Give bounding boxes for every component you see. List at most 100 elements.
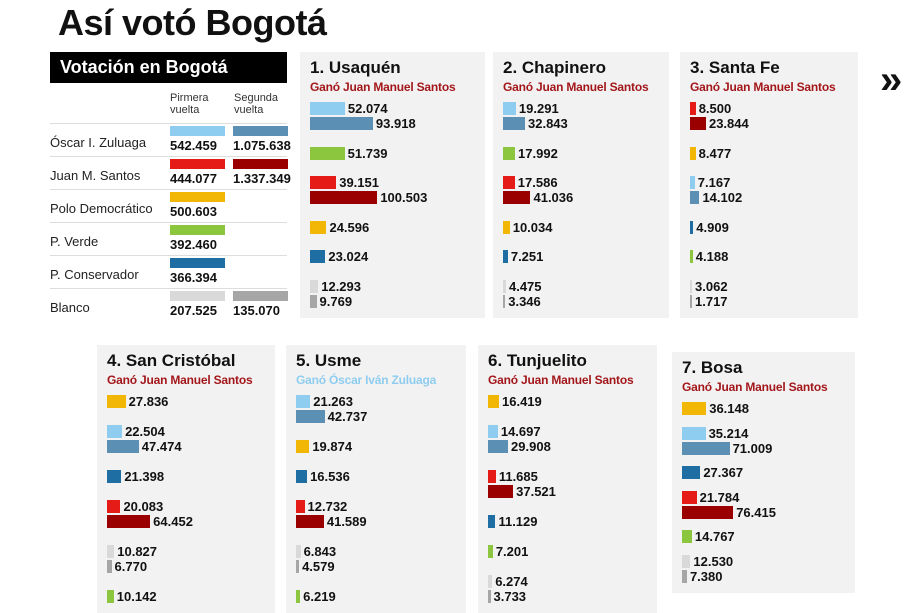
bar-zuluaga-first-round: [296, 395, 311, 408]
winner-label: Ganó Juan Manuel Santos: [107, 373, 253, 387]
bar-row: 37.521: [488, 485, 651, 498]
district-title: 2. Chapinero: [503, 58, 606, 77]
bar-value-label: 12.732: [307, 499, 348, 514]
first-round-color-bar: [170, 159, 225, 169]
bar-blanco-second-round: [503, 294, 506, 308]
bar-blanco-first-round: [682, 554, 691, 568]
party-group-blanco: 10.827 6.770: [107, 545, 269, 573]
bar-row: 27.836: [107, 395, 269, 408]
district-title: 4. San Cristóbal: [107, 351, 236, 370]
bar-row: 52.074: [310, 102, 479, 115]
bar-value-label: 10.827: [117, 544, 158, 559]
bogota-summary-table: Votación en Bogotá Pirmera vuelta Segund…: [50, 52, 291, 321]
bar-zuluaga-first-round: [503, 102, 516, 115]
bar-blanco-second-round: [488, 590, 491, 603]
bar-row: 21.784: [682, 489, 849, 505]
party-group-blanco: 6.843 4.579: [296, 545, 460, 573]
bar-row: 27.367: [682, 466, 849, 480]
bar-value-label: 1.717: [695, 293, 728, 309]
bar-polo-first-round: [503, 220, 510, 234]
bar-row: 17.586: [503, 176, 663, 190]
bar-row: 11.129: [488, 515, 651, 528]
bar-value-label: 9.769: [319, 293, 353, 309]
bar-value-label: 41.036: [533, 190, 574, 206]
first-round-color-bar: [170, 225, 225, 235]
bar-value-label: 35.214: [708, 425, 749, 441]
second-round-color-bar: [233, 126, 288, 136]
bar-value-label: 10.034: [512, 219, 553, 235]
bar-value-label: 19.291: [518, 101, 559, 116]
bar-value-label: 4.475: [508, 278, 542, 294]
bar-value-label: 12.530: [693, 553, 734, 569]
bar-row: 9.769: [310, 293, 479, 309]
bar-row: 7.380: [682, 568, 849, 584]
bar-value-label: 3.062: [695, 278, 728, 294]
bar-value-label: 22.504: [125, 424, 165, 439]
bar-value-label: 3.733: [493, 589, 527, 604]
party-group-zuluaga: 22.504 47.474: [107, 425, 269, 453]
party-group-conservador: 4.909: [690, 220, 852, 234]
bar-polo-first-round: [296, 440, 310, 453]
bar-santos-first-round: [690, 102, 696, 115]
bar-value-label: 7.380: [689, 568, 723, 584]
bar-blanco-first-round: [296, 545, 301, 558]
next-arrows-icon[interactable]: »: [880, 58, 903, 102]
bar-value-label: 24.596: [329, 219, 370, 235]
bar-santos-second-round: [296, 515, 324, 528]
bar-value-label: 21.263: [313, 394, 353, 409]
column-header-second-round: Segunda vuelta: [234, 92, 279, 116]
first-round-color-bar: [170, 192, 225, 202]
summary-title: Votación en Bogotá: [50, 52, 287, 83]
column-header-first-round: Pirmera vuelta: [170, 92, 209, 116]
district-panel: 7. Bosa Ganó Juan Manuel Santos 36.148 35.2…: [672, 352, 855, 593]
bar-value-label: 47.474: [141, 439, 182, 454]
party-group-santos: 21.784 76.415: [682, 489, 849, 519]
party-group-polo: 36.148: [682, 402, 849, 415]
bar-row: 21.398: [107, 470, 269, 483]
bar-row: 19.874: [296, 440, 460, 453]
party-group-blanco: 12.293 9.769: [310, 279, 479, 309]
bar-conservador-first-round: [310, 250, 326, 264]
first-round-value: 500.603: [170, 204, 217, 219]
first-round-value: 207.525: [170, 303, 217, 318]
bar-value-label: 17.992: [518, 145, 558, 161]
summary-column-headers: Pirmera vuelta Segunda vuelta: [50, 83, 287, 123]
bar-row: 47.474: [107, 440, 269, 453]
first-round-color-bar: [170, 126, 225, 136]
bar-row: 16.536: [296, 470, 460, 483]
party-name: Juan M. Santos: [50, 168, 141, 183]
party-group-zuluaga: 7.167 14.102: [690, 176, 852, 205]
bar-row: 4.579: [296, 560, 460, 573]
bar-row: 1.717: [690, 293, 852, 309]
bar-zuluaga-first-round: [488, 425, 498, 438]
summary-row-verde: P. Verde 392.460: [50, 222, 287, 255]
bar-conservador-first-round: [107, 470, 122, 483]
party-group-conservador: 27.367: [682, 466, 849, 480]
page-title: Así votó Bogotá: [58, 2, 327, 43]
party-group-conservador: 16.536: [296, 470, 460, 483]
bar-value-label: 71.009: [732, 440, 773, 456]
bar-row: 35.214: [682, 425, 849, 441]
bar-value-label: 6.770: [114, 559, 148, 574]
bar-row: 22.504: [107, 425, 269, 438]
bar-row: 19.291: [503, 102, 663, 115]
bar-row: 4.475: [503, 278, 663, 294]
party-name: P. Conservador: [50, 267, 139, 282]
party-group-conservador: 23.024: [310, 250, 479, 264]
party-group-santos: 11.685 37.521: [488, 470, 651, 498]
bar-santos-first-round: [682, 490, 697, 504]
bar-blanco-first-round: [107, 545, 115, 558]
bar-value-label: 11.685: [498, 469, 538, 484]
party-group-blanco: 6.274 3.733: [488, 575, 651, 603]
bar-value-label: 21.784: [699, 489, 740, 505]
district-panel: 6. Tunjuelito Ganó Juan Manuel Santos 16.4…: [478, 345, 657, 613]
bar-value-label: 8.477: [698, 145, 732, 161]
bar-blanco-first-round: [690, 279, 693, 293]
bar-value-label: 21.398: [124, 469, 165, 484]
bar-zuluaga-first-round: [310, 102, 345, 115]
bar-blanco-second-round: [107, 560, 112, 573]
district-panel: 1. Usaquén Ganó Juan Manuel Santos 52.074 9…: [300, 52, 485, 318]
bar-santos-first-round: [296, 500, 305, 513]
bar-row: 23.844: [690, 117, 852, 130]
district-panel: 4. San Cristóbal Ganó Juan Manuel Santos 2…: [97, 345, 275, 613]
